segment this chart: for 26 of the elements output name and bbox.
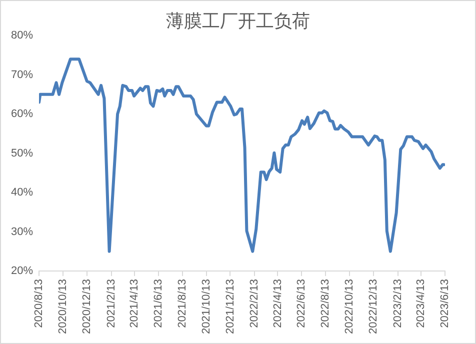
x-tick-label: 2022/2/13 [248, 278, 261, 328]
y-tick-label: 20% [10, 264, 34, 277]
x-tick-label: 2021/2/13 [105, 278, 118, 328]
x-tick-label: 2022/10/13 [344, 278, 356, 334]
chart-title: 薄膜工厂开工负荷 [166, 11, 310, 31]
x-tick-label: 2020/10/13 [57, 278, 69, 334]
x-tick-label: 2022/4/13 [272, 278, 284, 328]
x-tick-label: 2023/2/13 [392, 278, 404, 328]
y-tick-label: 30% [10, 226, 34, 238]
x-tick-label: 2022/12/13 [368, 278, 380, 334]
x-tick-label: 2021/8/13 [176, 278, 188, 328]
y-tick-label: 60% [10, 108, 34, 120]
y-tick-label: 80% [10, 30, 34, 42]
y-tick-label: 70% [10, 68, 34, 81]
x-tick-label: 2020/12/13 [80, 278, 93, 334]
x-tick-label: 2021/6/13 [152, 278, 164, 328]
y-tick-label: 40% [10, 186, 34, 199]
x-tick-label: 2021/12/13 [224, 278, 236, 334]
x-tick-label: 2022/6/13 [296, 278, 308, 328]
x-tick-label: 2023/4/13 [415, 278, 428, 328]
y-tick-label: 50% [10, 147, 34, 160]
x-tick-label: 2022/8/13 [320, 278, 332, 328]
x-tick-label: 2023/6/13 [439, 278, 452, 328]
x-tick-label: 2021/4/13 [128, 278, 140, 328]
x-tick-label: 2020/8/13 [33, 278, 46, 328]
x-tick-label: 2021/10/13 [200, 278, 212, 334]
